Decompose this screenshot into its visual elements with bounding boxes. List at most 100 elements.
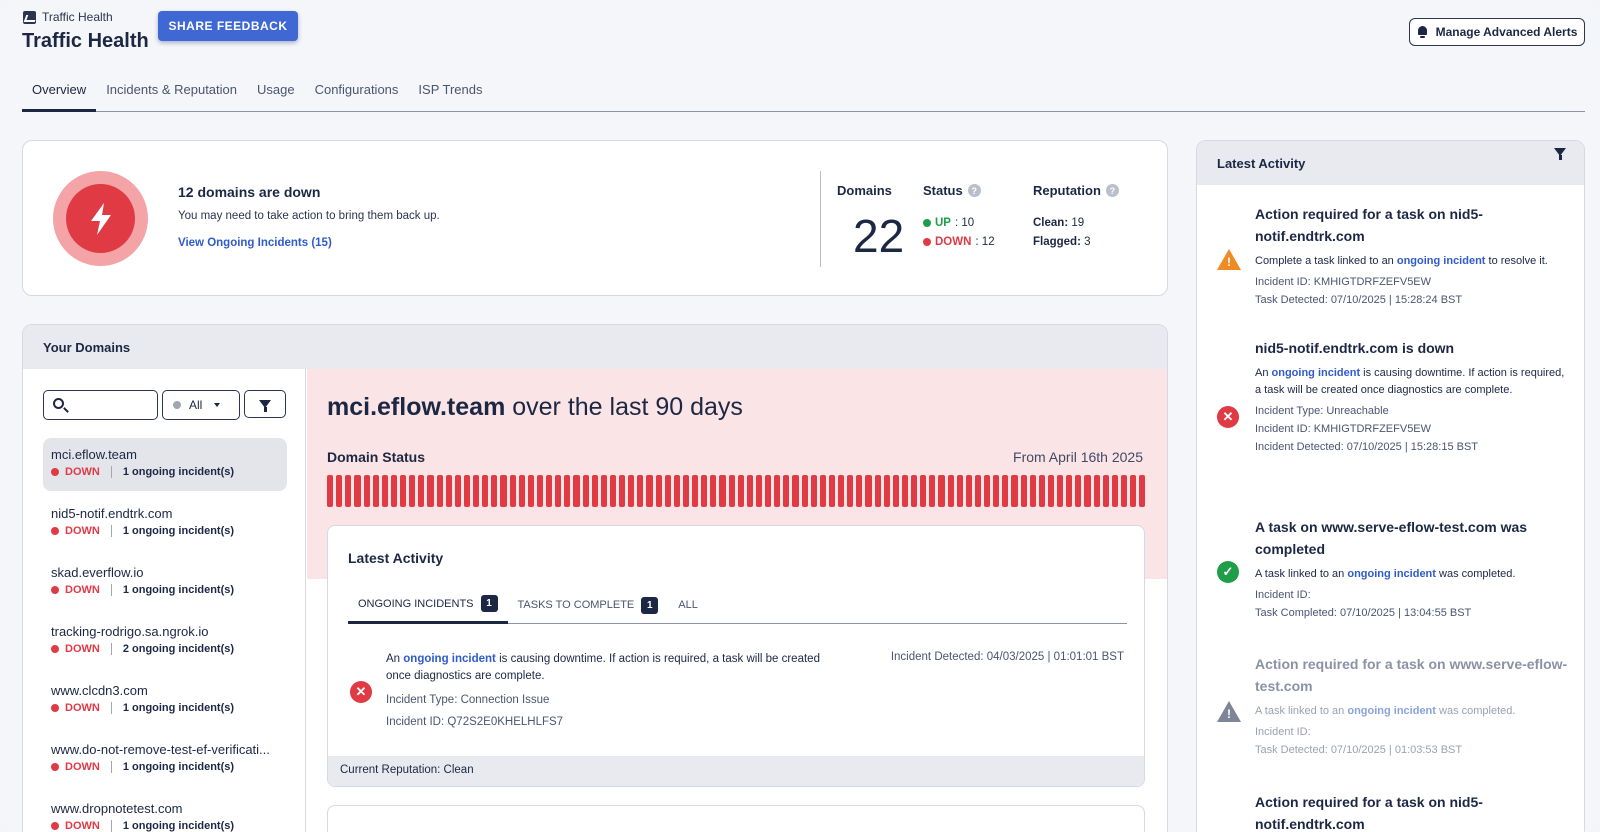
status-day-bar[interactable] [655, 475, 662, 507]
status-day-bar[interactable] [810, 475, 817, 507]
status-day-bar[interactable] [609, 475, 616, 507]
status-day-bar[interactable] [536, 475, 543, 507]
status-day-bar[interactable] [400, 475, 407, 507]
status-day-bar[interactable] [664, 475, 671, 507]
share-feedback-button[interactable]: SHARE FEEDBACK [158, 11, 298, 41]
search-input[interactable] [43, 390, 158, 420]
status-day-bar[interactable] [901, 475, 908, 507]
status-day-bar[interactable] [892, 475, 899, 507]
tab-incidents-reputation[interactable]: Incidents & Reputation [106, 82, 237, 97]
status-day-bar[interactable] [710, 475, 717, 507]
domain-list-item[interactable]: mci.eflow.team DOWN 1 ongoing incident(s) [43, 438, 287, 491]
status-day-bar[interactable] [646, 475, 653, 507]
tab-overview[interactable]: Overview [22, 78, 97, 112]
help-icon[interactable]: ? [967, 184, 981, 197]
status-day-bar[interactable] [509, 475, 516, 507]
status-day-bar[interactable] [737, 475, 744, 507]
status-day-bar[interactable] [1093, 475, 1100, 507]
status-day-bar[interactable] [454, 475, 461, 507]
status-day-bar[interactable] [336, 475, 343, 507]
status-day-bar[interactable] [381, 475, 388, 507]
status-day-bar[interactable] [1011, 475, 1018, 507]
status-day-bar[interactable] [1002, 475, 1009, 507]
status-day-bar[interactable] [445, 475, 452, 507]
domain-list-item[interactable]: www.dropnotetest.com DOWN 1 ongoing incid… [43, 792, 287, 832]
status-day-bar[interactable] [1047, 475, 1054, 507]
filter-button[interactable] [1554, 148, 1566, 171]
status-day-bar[interactable] [746, 475, 753, 507]
status-day-bar[interactable] [765, 475, 772, 507]
manage-alerts-button[interactable]: Manage Advanced Alerts [1409, 18, 1585, 46]
status-day-bar[interactable] [582, 475, 589, 507]
ongoing-incident-link[interactable]: ongoing incident [403, 653, 496, 665]
status-day-bar[interactable] [911, 475, 918, 507]
status-day-bar[interactable] [619, 475, 626, 507]
status-day-bar[interactable] [555, 475, 562, 507]
tab-ongoing-incidents[interactable]: ONGOING INCIDENTS 1 [348, 586, 508, 624]
tab-all[interactable]: ALL [678, 599, 698, 611]
help-icon[interactable]: ? [1105, 184, 1119, 197]
status-day-bar[interactable] [1139, 475, 1146, 507]
ongoing-incident-link[interactable]: ongoing incident [1271, 367, 1361, 379]
status-day-bar[interactable] [974, 475, 981, 507]
status-day-bar[interactable] [1066, 475, 1073, 507]
status-day-bar[interactable] [1102, 475, 1109, 507]
status-day-bar[interactable] [792, 475, 799, 507]
tab-usage[interactable]: Usage [257, 82, 295, 97]
status-day-bar[interactable] [865, 475, 872, 507]
status-day-bar[interactable] [838, 475, 845, 507]
domain-list-item[interactable]: www.clcdn3.com DOWN 1 ongoing incident(s) [43, 674, 287, 727]
filter-button[interactable] [244, 390, 286, 418]
status-day-bar[interactable] [701, 475, 708, 507]
status-day-bar[interactable] [482, 475, 489, 507]
domain-list-item[interactable]: skad.everflow.io DOWN 1 ongoing incident(… [43, 556, 287, 609]
tab-configurations[interactable]: Configurations [314, 82, 399, 97]
status-day-bar[interactable] [345, 475, 352, 507]
status-day-bar[interactable] [564, 475, 571, 507]
status-day-bar[interactable] [372, 475, 379, 507]
status-day-bar[interactable] [600, 475, 607, 507]
status-day-bar[interactable] [719, 475, 726, 507]
status-day-bar[interactable] [920, 475, 927, 507]
status-day-bar[interactable] [573, 475, 580, 507]
status-day-bar[interactable] [874, 475, 881, 507]
status-day-bar[interactable] [409, 475, 416, 507]
status-day-bar[interactable] [682, 475, 689, 507]
status-day-bar[interactable] [883, 475, 890, 507]
status-day-bar[interactable] [463, 475, 470, 507]
status-day-bar[interactable] [1130, 475, 1137, 507]
status-filter-select[interactable]: All [162, 390, 240, 420]
status-day-bar[interactable] [993, 475, 1000, 507]
view-incidents-link[interactable]: View Ongoing Incidents (15) [178, 237, 332, 249]
status-day-bar[interactable] [527, 475, 534, 507]
tab-tasks-to-complete[interactable]: TASKS TO COMPLETE 1 [508, 586, 669, 624]
status-day-bar[interactable] [1020, 475, 1027, 507]
ongoing-incident-link[interactable]: ongoing incident [1347, 705, 1436, 717]
status-day-bar[interactable] [801, 475, 808, 507]
status-day-bar[interactable] [929, 475, 936, 507]
status-day-bar[interactable] [418, 475, 425, 507]
status-day-bar[interactable] [500, 475, 507, 507]
status-day-bar[interactable] [354, 475, 361, 507]
status-day-bar[interactable] [847, 475, 854, 507]
status-day-bar[interactable] [819, 475, 826, 507]
status-day-bar[interactable] [1111, 475, 1118, 507]
status-day-bar[interactable] [637, 475, 644, 507]
status-day-bar[interactable] [728, 475, 735, 507]
status-day-bar[interactable] [1029, 475, 1036, 507]
status-day-bar[interactable] [828, 475, 835, 507]
tab-isp-trends[interactable]: ISP Trends [418, 82, 483, 97]
status-day-bar[interactable] [965, 475, 972, 507]
status-day-bar[interactable] [783, 475, 790, 507]
status-day-bar[interactable] [546, 475, 553, 507]
status-day-bar[interactable] [390, 475, 397, 507]
status-day-bar[interactable] [673, 475, 680, 507]
status-day-bar[interactable] [774, 475, 781, 507]
status-day-bar[interactable] [363, 475, 370, 507]
domain-list-item[interactable]: nid5-notif.endtrk.com DOWN 1 ongoing inci… [43, 497, 287, 550]
status-day-bar[interactable] [427, 475, 434, 507]
domain-list-item[interactable]: www.do-not-remove-test-ef-verificati... … [43, 733, 287, 786]
status-day-bar[interactable] [856, 475, 863, 507]
status-day-bar[interactable] [956, 475, 963, 507]
status-day-bar[interactable] [692, 475, 699, 507]
